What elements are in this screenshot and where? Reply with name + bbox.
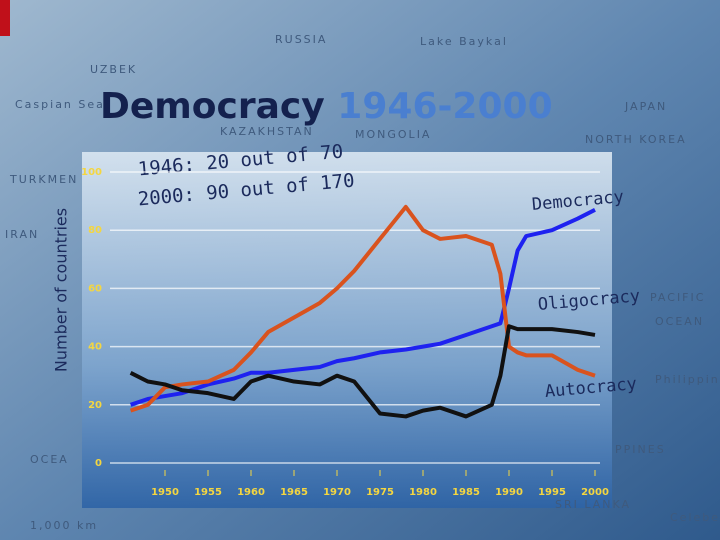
y-tick-label: 0: [95, 458, 102, 469]
map-label: JAPAN: [624, 100, 667, 113]
map-label: UZBEK: [90, 63, 137, 76]
map-label: OCEAN: [655, 315, 704, 328]
series-line: [129, 208, 596, 407]
map-label: IRAN: [5, 228, 39, 241]
y-tick-label: 80: [88, 225, 102, 236]
x-tick-label: 1965: [280, 487, 308, 498]
x-tick-label: 1975: [366, 487, 394, 498]
y-tick-label: 40: [88, 342, 102, 353]
series-line: [129, 204, 596, 413]
x-tick-label: 1950: [151, 487, 179, 498]
map-label: NORTH KOREA: [585, 133, 687, 146]
map-label: 1,000 km: [30, 519, 98, 532]
y-axis-label: Number of countries: [52, 208, 71, 372]
map-label: Caspian Sea: [15, 98, 105, 111]
map-label: MONGOLIA: [355, 128, 431, 141]
map-label: Celebes Sea: [670, 511, 720, 524]
x-tick-label: 1980: [409, 487, 437, 498]
map-label: Philippine Sea: [655, 373, 720, 386]
map-label: Lake Baykal: [420, 35, 508, 48]
x-tick-label: 1960: [237, 487, 265, 498]
map-label: KAZAKHSTAN: [220, 125, 314, 138]
map-label: PACIFIC: [650, 291, 705, 304]
map-label: TURKMEN: [9, 173, 78, 186]
x-tick-label: 1955: [194, 487, 222, 498]
x-tick-label: 1995: [538, 487, 566, 498]
map-label: RUSSIA: [275, 33, 327, 46]
corner-mark: [0, 0, 10, 36]
x-tick-label: 1990: [495, 487, 523, 498]
map-label: SRI LANKA: [555, 498, 631, 511]
map-label: OCEA: [30, 453, 69, 466]
x-tick-label: 1985: [452, 487, 480, 498]
series-line: [129, 324, 596, 419]
y-tick-label: 60: [88, 283, 102, 294]
map-label: PPINES: [615, 443, 666, 456]
y-tick-label: 20: [88, 400, 102, 411]
y-tick-label: 100: [81, 167, 102, 178]
x-tick-label: 2000: [581, 487, 609, 498]
x-tick-label: 1970: [323, 487, 351, 498]
chart-title: Democracy 1946-2000: [100, 86, 553, 127]
